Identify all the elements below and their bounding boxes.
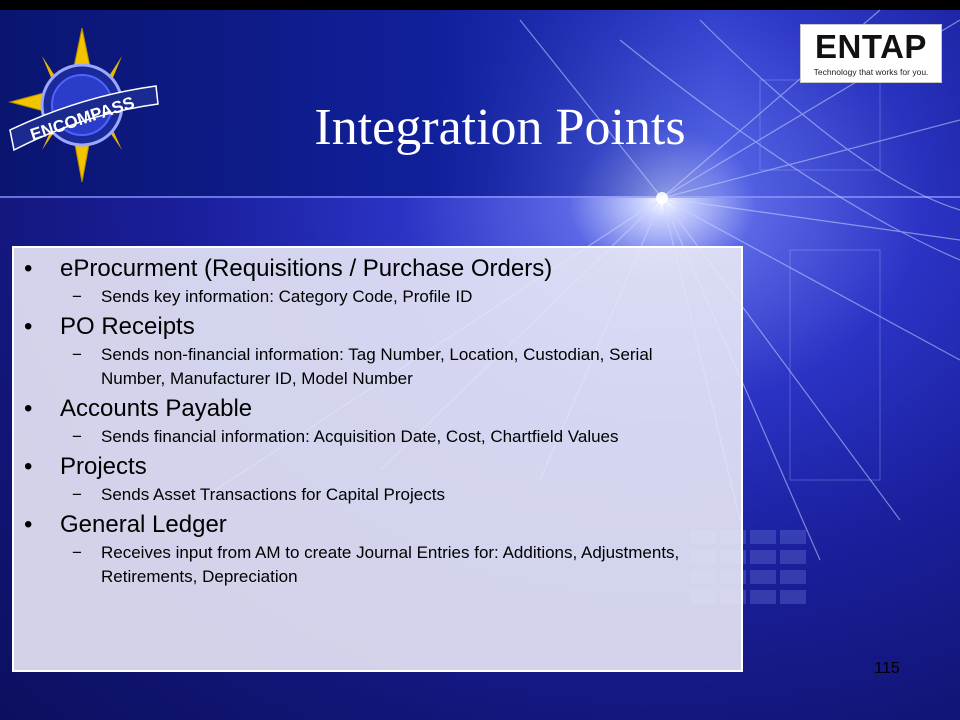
page-number: 115 [874,660,900,677]
bullet-item: • PO Receipts − Sends non-financial informa… [14,312,741,391]
sub-bullet-list: − Sends Asset Transactions for Capital Pr… [60,483,741,507]
bullet-label: Accounts Payable [60,395,253,422]
sub-bullet-label: Sends financial information: Acquisition… [101,427,619,446]
sub-bullet-item: − Sends financial information: Acquisitio… [60,425,741,449]
bullet-marker: • [24,255,33,282]
sub-bullet-item: − Sends Asset Transactions for Capital Pr… [60,483,741,507]
entap-logo-tagline: Technology that works for you. [813,67,929,77]
sub-bullet-marker: − [72,345,82,364]
sub-bullet-marker: − [72,485,82,504]
sub-bullet-item: − Sends non-financial information: Tag Nu… [60,343,741,391]
bullet-item: • Accounts Payable − Sends financial inform… [14,394,741,449]
sub-bullet-marker: − [72,543,82,562]
content-panel: • eProcurment (Requisitions / Purchase Or… [12,246,743,672]
sub-bullet-label: Sends key information: Category Code, Pr… [101,287,473,306]
encompass-logo: ENCOMPASS [8,27,159,183]
sub-bullet-marker: − [72,287,82,306]
bullet-label: eProcurment (Requisitions / Purchase Ord… [60,255,553,282]
sub-bullet-list: − Sends key information: Category Code, P… [60,285,741,309]
header-divider [0,196,960,198]
bullet-marker: • [24,313,33,340]
sub-bullet-label: Sends non-financial information: Tag Num… [101,345,653,388]
bullet-marker: • [24,395,33,422]
entap-logo: ENTAP Technology that works for you. [800,24,942,83]
entap-logo-name: ENTAP [815,28,927,65]
top-bar [0,0,960,10]
sub-bullet-label: Sends Asset Transactions for Capital Pro… [101,485,445,504]
bullet-list: • eProcurment (Requisitions / Purchase Or… [14,254,741,592]
sub-bullet-list: − Receives input from AM to create Journa… [60,541,741,589]
bullet-label: General Ledger [60,511,227,538]
bullet-label: PO Receipts [60,313,195,340]
bullet-label: Projects [60,453,147,480]
sub-bullet-list: − Sends financial information: Acquisitio… [60,425,741,449]
bullet-item: • eProcurment (Requisitions / Purchase Or… [14,254,741,309]
sub-bullet-item: − Sends key information: Category Code, P… [60,285,741,309]
sub-bullet-label: Receives input from AM to create Journal… [101,543,680,586]
bullet-marker: • [24,511,33,538]
sub-bullet-item: − Receives input from AM to create Journa… [60,541,741,589]
bullet-marker: • [24,453,33,480]
sub-bullet-list: − Sends non-financial information: Tag Nu… [60,343,741,391]
bullet-item: • Projects − Sends Asset Transactions for C… [14,452,741,507]
sub-bullet-marker: − [72,427,82,446]
slide-title: Integration Points [314,99,686,156]
bullet-item: • General Ledger − Receives input from AM t… [14,510,741,589]
